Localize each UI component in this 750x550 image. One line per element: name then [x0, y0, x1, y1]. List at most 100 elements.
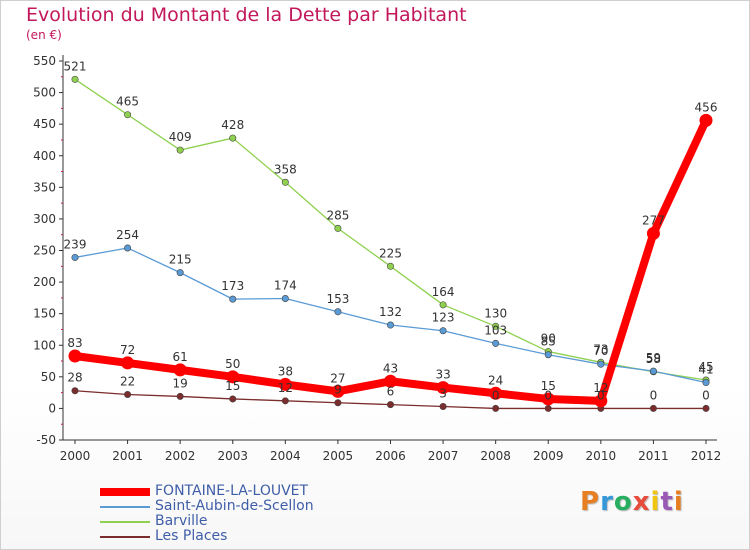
data-label: 225: [379, 246, 402, 260]
legend-label: Les Places: [155, 528, 228, 544]
data-label: 277: [642, 213, 665, 227]
data-point: [331, 384, 345, 398]
data-point: [649, 367, 657, 375]
data-point: [439, 301, 447, 309]
data-label: 254: [116, 228, 139, 242]
data-label: 15: [541, 379, 556, 393]
data-point: [702, 404, 710, 412]
data-label: 428: [221, 118, 244, 132]
data-label: 70: [593, 344, 608, 358]
y-tick-label: 350: [33, 180, 56, 194]
x-tick-label: 2001: [112, 449, 143, 463]
data-point: [489, 386, 503, 400]
data-point: [386, 262, 394, 270]
data-point: [436, 381, 450, 395]
data-point: [71, 253, 79, 261]
data-point: [278, 377, 292, 391]
x-tick-label: 2003: [217, 449, 248, 463]
data-point: [334, 399, 342, 407]
legend: FONTAINE-LA-LOUVET Saint-Aubin-de-Scellon…: [100, 484, 430, 544]
data-label: 456: [695, 100, 718, 114]
data-label: 174: [274, 279, 297, 293]
logo-letter: r: [600, 487, 614, 517]
data-point: [544, 351, 552, 359]
data-label: 123: [432, 311, 455, 325]
data-point: [173, 363, 187, 377]
data-label: 28: [67, 371, 82, 385]
data-point: [226, 370, 240, 384]
x-tick-label: 2004: [270, 449, 301, 463]
data-point: [229, 134, 237, 142]
data-label: 73: [593, 342, 608, 356]
data-point: [334, 308, 342, 316]
y-tick-label: 550: [33, 54, 56, 68]
data-label: 19: [173, 376, 188, 390]
y-tick-label: 200: [33, 275, 56, 289]
y-tick-label: -50: [36, 433, 56, 447]
data-point: [229, 295, 237, 303]
logo-letter: P: [580, 487, 601, 517]
data-label: 103: [484, 323, 507, 337]
data-point: [439, 403, 447, 411]
data-label: 27: [330, 371, 345, 385]
data-label: 521: [64, 59, 87, 73]
data-point: [124, 391, 132, 399]
x-tick-label: 2002: [165, 449, 196, 463]
x-tick-label: 2012: [691, 449, 722, 463]
data-point: [439, 327, 447, 335]
data-point: [646, 226, 660, 240]
data-label: 6: [387, 385, 395, 399]
data-label: 72: [120, 343, 135, 357]
data-label: 153: [326, 292, 349, 306]
data-point: [229, 395, 237, 403]
data-point: [492, 322, 500, 330]
data-label: 12: [593, 381, 608, 395]
data-point: [492, 339, 500, 347]
data-label: 83: [67, 336, 82, 350]
x-tick-label: 2011: [638, 449, 669, 463]
data-point: [281, 397, 289, 405]
data-label: 239: [64, 237, 87, 251]
data-point: [541, 392, 555, 406]
data-label: 45: [698, 360, 713, 374]
data-label: 61: [173, 350, 188, 364]
data-label: 24: [488, 373, 503, 387]
data-point: [68, 349, 82, 363]
data-label: 22: [120, 375, 135, 389]
legend-label: FONTAINE-LA-LOUVET: [155, 483, 309, 499]
data-point: [71, 387, 79, 395]
y-tick-label: 50: [41, 370, 56, 384]
series-line-2: [74, 78, 707, 381]
data-label: 12: [278, 381, 293, 395]
x-tick-label: 2009: [533, 449, 564, 463]
data-label: 90: [541, 332, 556, 346]
data-label: 358: [274, 162, 297, 176]
legend-item: FONTAINE-LA-LOUVET: [100, 484, 430, 499]
legend-label: Barville: [155, 513, 208, 529]
data-point: [594, 394, 608, 408]
data-point: [176, 392, 184, 400]
data-label: 130: [484, 306, 507, 320]
data-label: 285: [326, 208, 349, 222]
data-label: 58: [646, 352, 661, 366]
y-tick-label: 500: [33, 86, 56, 100]
x-tick-label: 2005: [323, 449, 354, 463]
y-tick-label: 150: [33, 307, 56, 321]
x-tick-label: 2000: [60, 449, 91, 463]
legend-swatch: [100, 488, 150, 496]
data-label: 15: [225, 379, 240, 393]
data-label: 465: [116, 95, 139, 109]
data-label: 38: [278, 364, 293, 378]
y-tick-label: 250: [33, 244, 56, 258]
logo-letter: o: [613, 487, 633, 517]
data-point: [492, 404, 500, 412]
data-label: 215: [169, 253, 192, 267]
data-point: [124, 244, 132, 252]
data-label: 173: [221, 279, 244, 293]
data-point: [124, 111, 132, 119]
chart-title: Evolution du Montant de la Dette par Hab…: [26, 4, 467, 26]
data-point: [702, 379, 710, 387]
data-label: 33: [435, 368, 450, 382]
data-label: 85: [541, 335, 556, 349]
